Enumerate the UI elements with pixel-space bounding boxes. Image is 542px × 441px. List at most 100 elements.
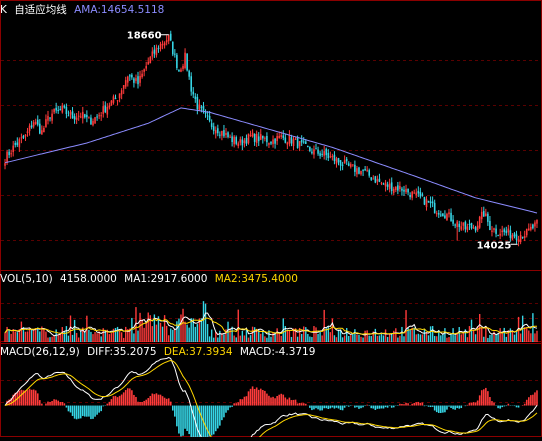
- volume-bar: [483, 336, 485, 342]
- candle-body: [69, 112, 72, 115]
- candle-body: [503, 229, 506, 232]
- volume-bar: [511, 330, 514, 342]
- volume-bar: [323, 309, 325, 342]
- candle-body: [409, 194, 411, 198]
- candle-body: [10, 153, 12, 155]
- candle-body: [497, 235, 499, 237]
- volume-bar: [276, 328, 278, 342]
- volume-bar: [352, 333, 354, 342]
- candle-body: [102, 106, 105, 114]
- volume-bar: [47, 337, 49, 342]
- volume-bar: [41, 326, 43, 342]
- candle-body: [487, 213, 489, 222]
- volume-bar: [300, 333, 303, 342]
- candle-body: [241, 139, 244, 146]
- candle-body: [517, 239, 520, 243]
- candle-body: [515, 234, 518, 240]
- volume-bar: [327, 326, 329, 342]
- candle-body: [149, 56, 152, 64]
- candle-body: [112, 96, 115, 103]
- candle-body: [435, 213, 438, 215]
- volume-bar: [161, 326, 164, 342]
- volume-bar: [18, 329, 21, 342]
- volume-panel-header: VOL(5,10) 4158.0000 MA1:2917.6000 MA2:34…: [0, 272, 302, 286]
- candle-body: [16, 142, 19, 146]
- candle-body: [480, 211, 483, 220]
- volume-bar: [319, 330, 321, 342]
- volume-bar: [288, 330, 291, 342]
- volume-bar: [100, 336, 102, 342]
- candle-body: [368, 170, 371, 176]
- volume-bar: [94, 331, 96, 342]
- candle-body: [24, 134, 27, 137]
- volume-bar: [458, 327, 460, 342]
- volume-bar: [528, 330, 530, 342]
- candle-body: [319, 153, 321, 156]
- candle-body: [337, 158, 340, 163]
- volume-bar: [343, 335, 346, 342]
- candle-body: [485, 213, 487, 216]
- volume-bar: [307, 334, 309, 342]
- volume-bar: [102, 328, 104, 342]
- volume-ma1-line: [4, 312, 538, 337]
- candle-body: [26, 131, 29, 134]
- volume-bar: [292, 328, 295, 342]
- volume-bar: [6, 326, 8, 342]
- candle-body: [153, 49, 156, 54]
- volume-bar: [378, 335, 381, 342]
- volume-bar: [370, 336, 372, 342]
- candle-body: [206, 115, 209, 117]
- volume-bar: [131, 317, 133, 342]
- volume-bar: [431, 326, 434, 342]
- volume-bar: [268, 330, 270, 342]
- candle-body: [141, 73, 143, 78]
- macd-dea-label: DEA:37.3934: [163, 346, 233, 358]
- volume-bar: [143, 327, 145, 342]
- candle-body: [79, 116, 82, 118]
- candle-body: [65, 106, 68, 114]
- candle-body: [200, 106, 203, 108]
- volume-bar: [450, 334, 452, 342]
- candle-body: [304, 141, 307, 144]
- volume-bar: [104, 330, 106, 342]
- candle-body: [388, 183, 391, 189]
- volume-bar: [388, 334, 391, 342]
- volume-bar: [382, 335, 385, 342]
- volume-bar: [30, 329, 33, 342]
- candle-body: [464, 221, 467, 230]
- candle-body: [270, 141, 272, 144]
- volume-bar: [487, 337, 489, 342]
- volume-bar: [245, 328, 248, 342]
- candle-body: [286, 142, 289, 145]
- candle-body: [427, 200, 430, 203]
- candle-body: [482, 211, 485, 217]
- volume-bar: [215, 331, 217, 342]
- volume-bar: [90, 331, 92, 342]
- macd-histogram: [6, 386, 538, 441]
- volume-bar: [172, 329, 174, 342]
- candle-body: [104, 105, 107, 113]
- volume-bar: [16, 332, 18, 342]
- volume-ma2-label: MA2:3475.4000: [214, 273, 298, 285]
- candle-body: [296, 137, 299, 149]
- volume-bar: [63, 331, 66, 342]
- volume-bar: [366, 330, 368, 342]
- volume-bar: [247, 337, 250, 342]
- candle-body: [51, 113, 53, 121]
- candle-body: [20, 137, 23, 139]
- candle-body: [45, 119, 47, 127]
- volume-bar: [409, 329, 411, 342]
- volume-bars: [4, 301, 538, 342]
- volume-bar: [354, 329, 356, 342]
- volume-bar: [221, 333, 223, 342]
- candle-body: [247, 133, 250, 144]
- ama-value-label: AMA:14654.5118: [74, 4, 165, 16]
- volume-bar: [499, 328, 501, 342]
- volume-bar: [530, 333, 532, 342]
- candle-body: [519, 235, 522, 243]
- volume-bar: [476, 326, 479, 342]
- volume-bar: [348, 336, 350, 342]
- volume-bar: [495, 334, 497, 342]
